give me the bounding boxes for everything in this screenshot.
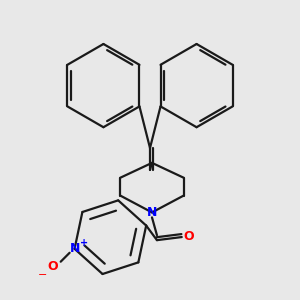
Text: +: +	[80, 238, 88, 248]
Text: O: O	[183, 230, 194, 243]
Text: N: N	[147, 206, 157, 219]
Text: N: N	[69, 242, 80, 255]
Text: O: O	[47, 260, 58, 273]
Text: −: −	[38, 270, 47, 280]
